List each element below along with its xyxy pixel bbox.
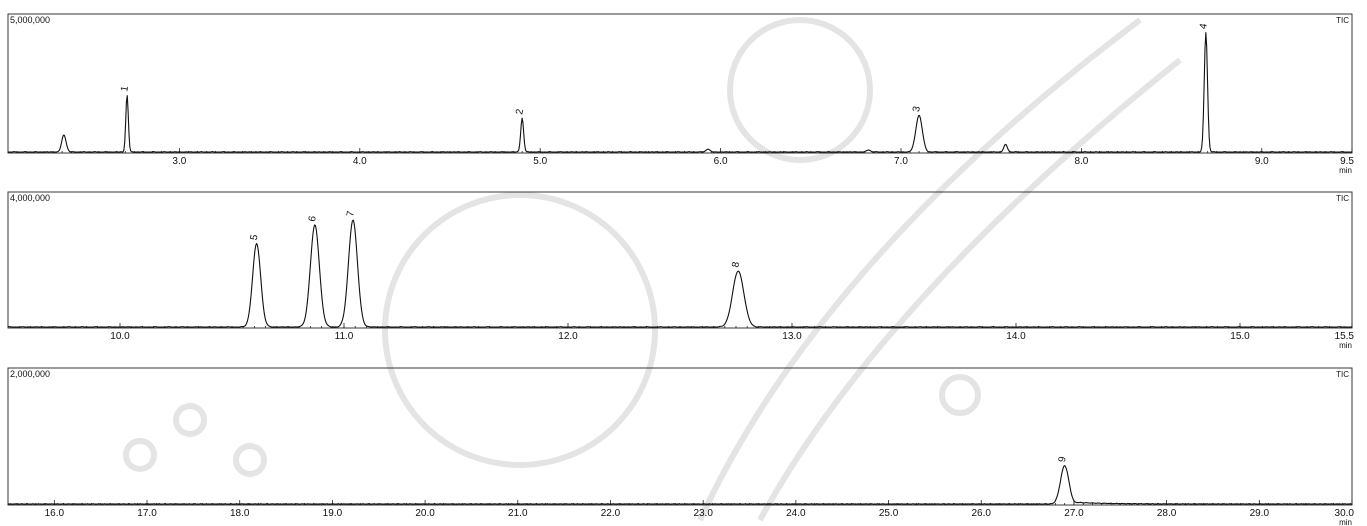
x-tick-label: 19.0 <box>323 508 343 519</box>
x-tick-label: 4.0 <box>353 156 367 167</box>
x-tick-label: 11.0 <box>335 331 354 342</box>
watermark <box>123 17 1182 522</box>
x-tick-label: 30.0 <box>1335 508 1355 519</box>
peak-label-7: 7 <box>345 210 357 218</box>
tic-trace <box>7 32 1353 153</box>
tic-trace <box>7 465 1353 505</box>
y-max-label: 4,000,000 <box>10 193 50 203</box>
x-tick-label: 17.0 <box>137 508 157 519</box>
peak-label-8: 8 <box>730 261 742 269</box>
plot-frame <box>7 13 1353 154</box>
x-tick-label: 16.0 <box>45 508 65 519</box>
plot-frame <box>7 367 1353 506</box>
x-tick-label: 9.0 <box>1255 156 1269 167</box>
trace-label: TIC <box>1336 370 1349 379</box>
plot-frame <box>7 191 1353 329</box>
x-tick-label: 3.0 <box>172 156 186 167</box>
x-tick-label: 7.0 <box>894 156 908 167</box>
x-tick-label: 21.0 <box>508 508 528 519</box>
x-tick-label: 23.0 <box>693 508 713 519</box>
x-tick-label: 20.0 <box>415 508 435 519</box>
x-tick-label: 22.0 <box>601 508 621 519</box>
y-max-label: 5,000,000 <box>10 15 50 25</box>
x-tick-label: 26.0 <box>972 508 992 519</box>
x-tick-label: 9.5 <box>1340 156 1354 167</box>
x-tick-label: 15.5 <box>1335 331 1355 342</box>
peak-label-4: 4 <box>1198 22 1210 30</box>
trace-label: TIC <box>1336 16 1349 25</box>
x-tick-label: 14.0 <box>1006 331 1026 342</box>
chromatogram-panel-2: 4,000,000 TIC 10.0 11.0 12.0 13.0 14.0 15.0 15.5… <box>7 191 1355 350</box>
y-max-label: 2,000,000 <box>10 369 50 379</box>
peak-label-1: 1 <box>119 85 131 93</box>
tic-trace <box>7 219 1353 328</box>
x-tick-label: 12.0 <box>558 331 578 342</box>
x-tick-label: 5.0 <box>533 156 547 167</box>
x-axis-label: min <box>1339 518 1352 526</box>
peak-label-6: 6 <box>307 215 319 223</box>
x-tick-label: 13.0 <box>782 331 802 342</box>
x-tick-label: 25.0 <box>879 508 899 519</box>
x-tick-label: 28.0 <box>1157 508 1177 519</box>
x-tick-label: 18.0 <box>230 508 250 519</box>
x-tick-label: 27.0 <box>1064 508 1084 519</box>
peak-label-5: 5 <box>249 233 261 241</box>
chromatogram-panel-3: 2,000,000 TIC 16.0 17.0 18.0 19.0 20.0 21.0 22.0… <box>7 367 1355 526</box>
peak-label-2: 2 <box>514 108 526 116</box>
x-tick-label: 24.0 <box>786 508 806 519</box>
x-axis-label: min <box>1339 166 1352 175</box>
peak-label-9: 9 <box>1057 455 1069 463</box>
x-axis-label: min <box>1339 341 1352 350</box>
x-tick-label: 10.0 <box>110 331 130 342</box>
x-tick-label: 8.0 <box>1074 156 1088 167</box>
x-tick-label: 15.0 <box>1230 331 1250 342</box>
trace-label: TIC <box>1336 194 1349 203</box>
peak-label-3: 3 <box>911 105 923 113</box>
x-tick-label: 29.0 <box>1250 508 1270 519</box>
x-tick-label: 6.0 <box>714 156 728 167</box>
